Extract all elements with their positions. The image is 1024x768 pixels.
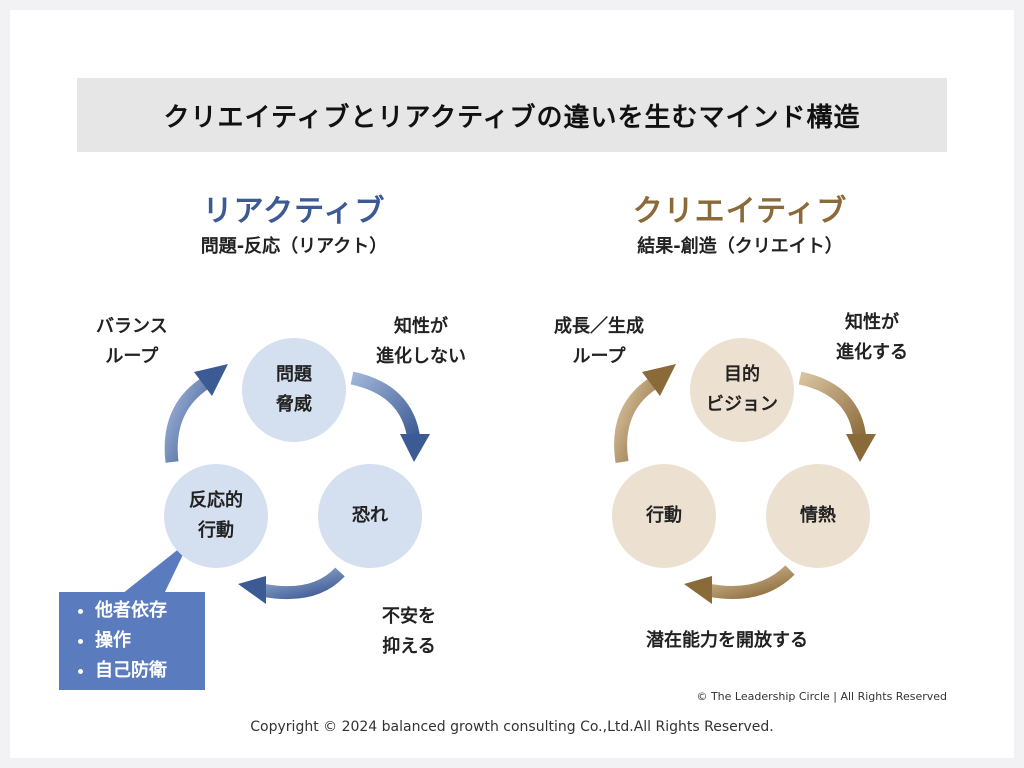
reactive-label-intelligence-not-evolve: 知性が 進化しない (376, 316, 466, 367)
creative-node-purpose-vision: 目的 ビジョン (690, 338, 794, 442)
creative-heading: クリエイティブ (632, 194, 848, 229)
creative-label-intelligence-evolves: 知性が 進化する (836, 312, 908, 363)
reactive-arrow-bottom (238, 567, 345, 604)
callout-item: 自己防衛 (95, 656, 205, 686)
creative-arrow-left (614, 364, 676, 463)
reactive-node-problem-threat: 問題 脅威 (242, 338, 346, 442)
copyright-footer: Copyright © 2024 balanced growth consult… (250, 719, 774, 735)
reactive-node-fear: 恐れ (318, 464, 422, 568)
reactive-label-suppress-anxiety: 不安を 抑える (382, 606, 436, 657)
callout-item: 操作 (95, 626, 205, 656)
reactive-subheading: 問題-反応（リアクト） (200, 236, 388, 257)
creative-subheading: 結果-創造（クリエイト） (637, 236, 843, 257)
reactive-heading: リアクティブ (202, 194, 386, 229)
reactive-behaviors-callout: 他者依存 操作 自己防衛 (59, 592, 205, 690)
creative-label-release-potential: 潜在能力を開放する (646, 630, 808, 651)
creative-label-growth-loop: 成長／生成 ループ (554, 316, 644, 367)
reactive-node-reactive-action: 反応的 行動 (164, 464, 268, 568)
credit-line: © The Leadership Circle | All Rights Res… (696, 690, 947, 703)
creative-arrow-top-right (798, 371, 876, 462)
callout-item: 他者依存 (95, 596, 205, 626)
reactive-arrow-left (164, 364, 228, 463)
reactive-arrow-top-right (350, 371, 430, 462)
slide-title: クリエイティブとリアクティブの違いを生むマインド構造 (77, 78, 947, 152)
creative-arrow-bottom (684, 565, 795, 604)
creative-node-action: 行動 (612, 464, 716, 568)
callout-pointer (122, 540, 190, 594)
creative-node-passion: 情熱 (766, 464, 870, 568)
reactive-label-balance-loop: バランス ループ (96, 316, 168, 367)
